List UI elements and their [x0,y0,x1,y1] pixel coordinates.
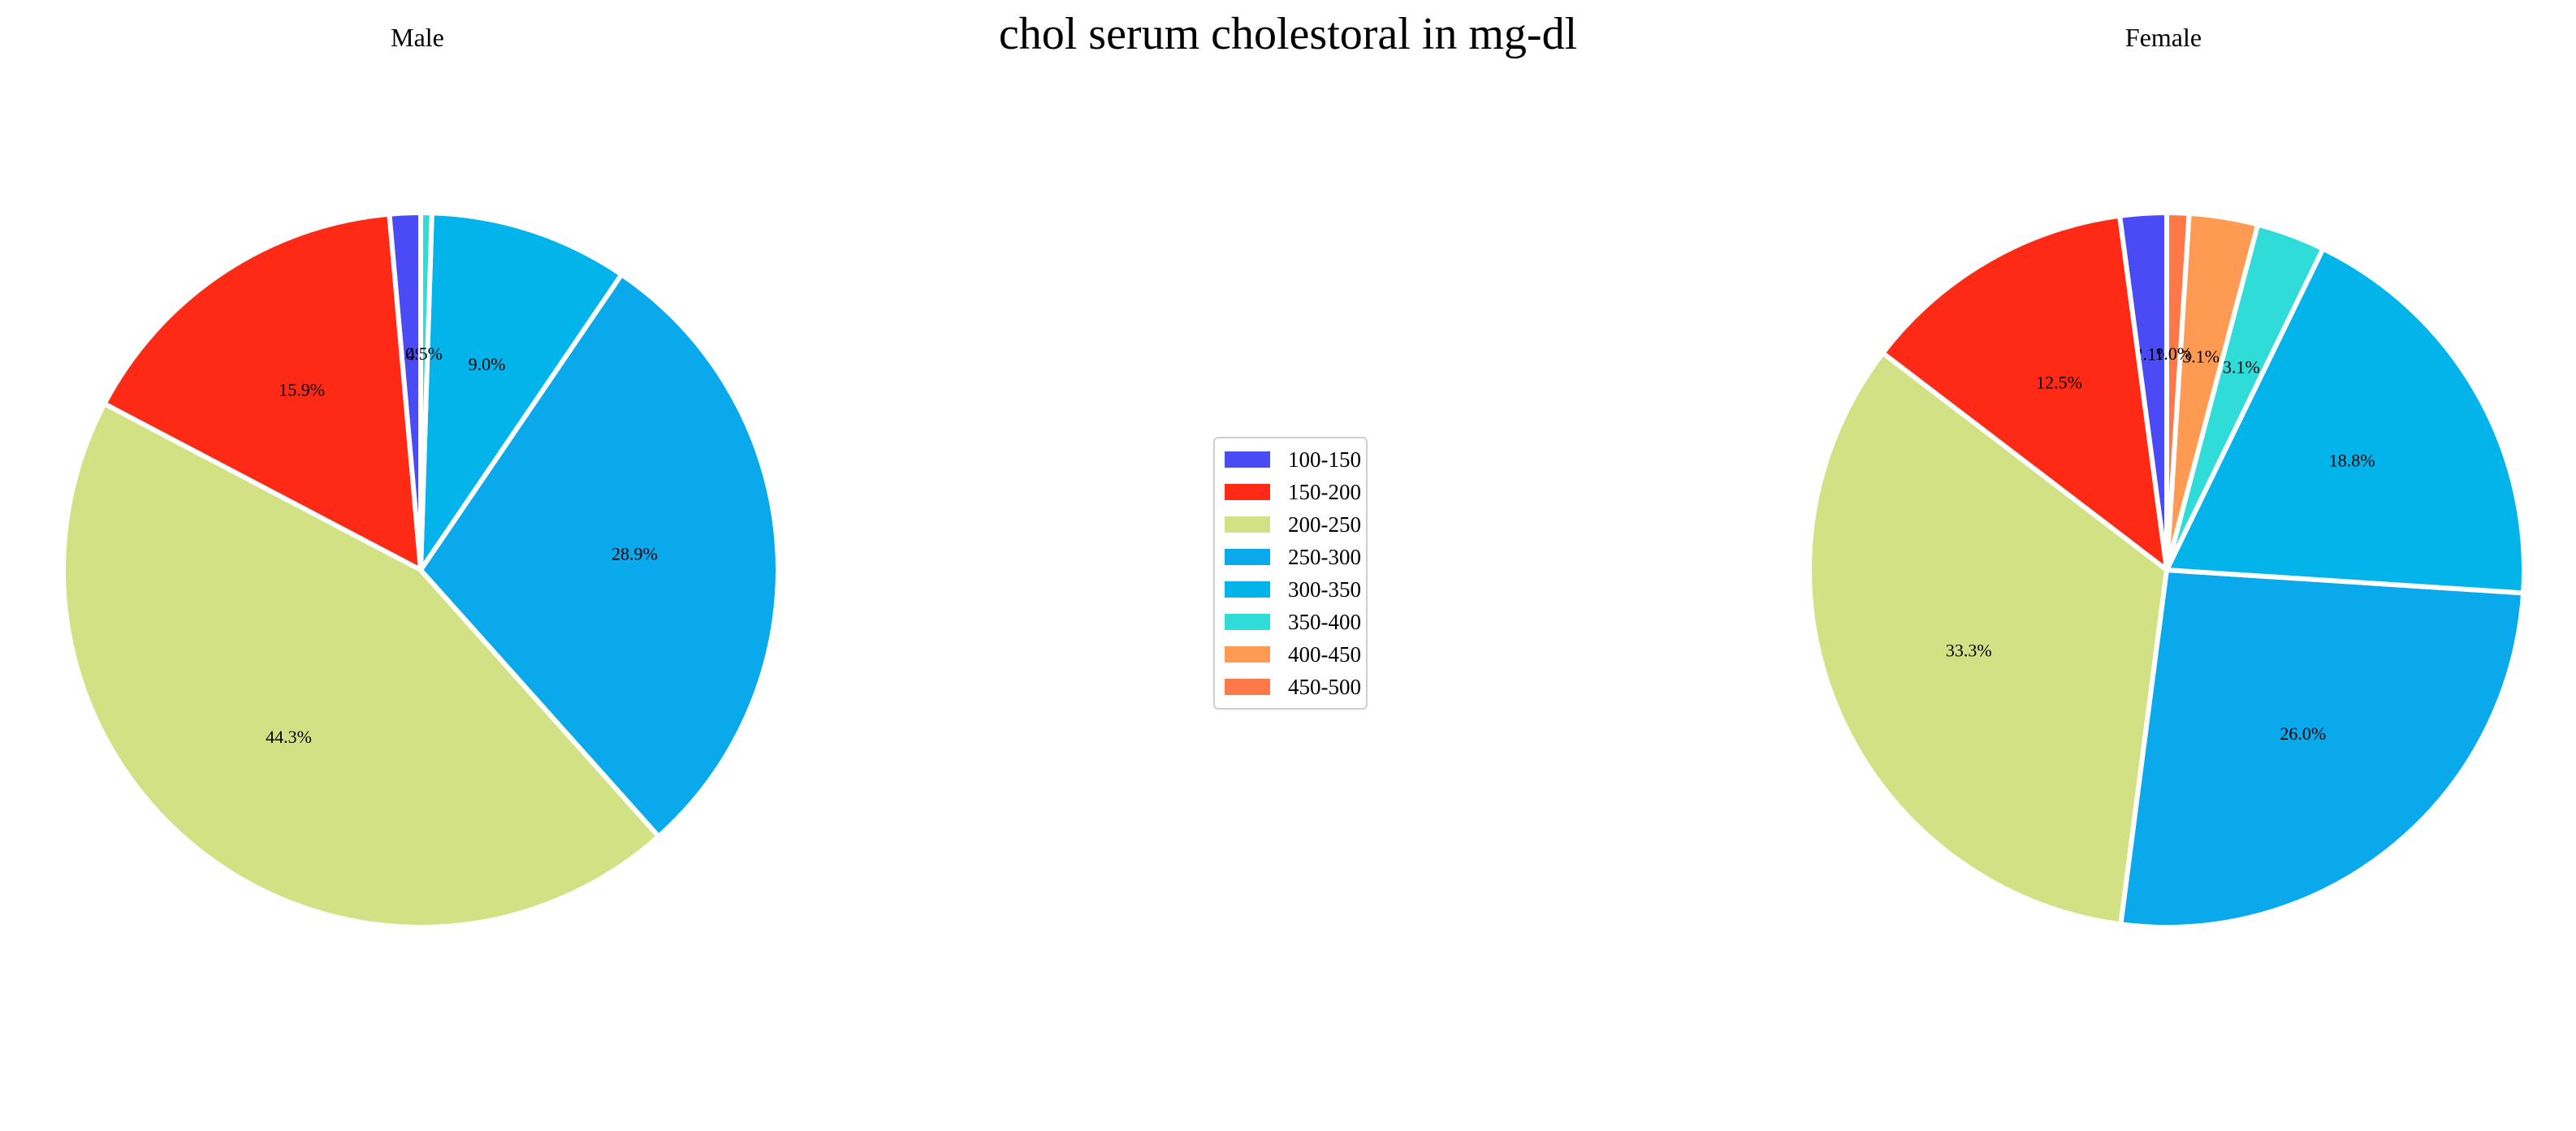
legend-swatch [1225,549,1270,565]
legend-label: 250-300 [1288,544,1361,569]
legend-swatch [1225,581,1270,598]
female-slice-200-250 [1807,350,2169,927]
legend-label: 100-150 [1288,447,1361,472]
legend-label: 350-400 [1288,609,1361,634]
female-pie-title: Female [2124,23,2202,52]
male-label-200-250: 44.3% [266,727,312,747]
legend-label: 150-200 [1288,479,1361,504]
male-label-250-300: 28.9% [612,544,658,564]
female-label-150-200: 12.5% [2036,373,2082,393]
female-slice-150-200 [1880,213,2169,572]
male-label-350-400: 0.5% [405,343,443,364]
legend-label: 300-350 [1288,576,1361,602]
male-slice-350-400 [418,210,434,572]
male-label-150-200: 15.9% [279,379,325,399]
female-label-200-250: 33.3% [1946,641,1992,661]
legend-item-300-350: 300-350 [1215,573,1366,606]
female-slice-300-350 [2164,246,2526,596]
legend-item-200-250: 200-250 [1215,508,1366,541]
male-pie: 1.4%15.9%44.3%28.9%9.0%0.5% [61,210,780,930]
chart-title: chol serum cholestoral in mg-dl [998,9,1578,59]
female-label-450-500: 1.0% [2155,343,2192,364]
legend-swatch [1225,451,1270,468]
female-slice-250-300 [2118,568,2526,930]
male-slice-200-250 [61,401,662,930]
legend-swatch [1225,516,1270,533]
female-pie: 2.1%12.5%33.3%26.0%18.8%3.1%3.1%1.0% [1807,210,2526,930]
legend-label: 450-500 [1288,674,1361,699]
female-slice-450-500 [2164,210,2192,572]
male-pie-title: Male [391,23,444,52]
female-label-400-450: 3.1% [2182,346,2219,366]
legend-item-450-500: 450-500 [1215,671,1366,703]
legend-item-150-200: 150-200 [1215,476,1366,508]
legend-swatch [1225,679,1270,695]
legend-item-100-150: 100-150 [1215,443,1366,476]
legend-item-250-300: 250-300 [1215,541,1366,573]
male-slice-150-200 [102,211,423,572]
legend-item-350-400: 350-400 [1215,606,1366,638]
legend: 100-150 150-200 200-250 250-300 300-350 350-4… [1213,437,1368,710]
female-label-300-350: 18.8% [2329,450,2375,470]
legend-swatch [1225,646,1270,663]
legend-item-400-450: 400-450 [1215,638,1366,671]
legend-label: 400-450 [1288,641,1361,667]
legend-label: 200-250 [1288,512,1361,537]
male-label-300-350: 9.0% [469,354,506,374]
female-label-350-400: 3.1% [2223,357,2260,378]
legend-swatch [1225,614,1270,630]
male-slice-300-350 [418,210,625,572]
male-slice-250-300 [418,272,780,840]
female-label-250-300: 26.0% [2280,723,2326,744]
legend-swatch [1225,484,1270,500]
